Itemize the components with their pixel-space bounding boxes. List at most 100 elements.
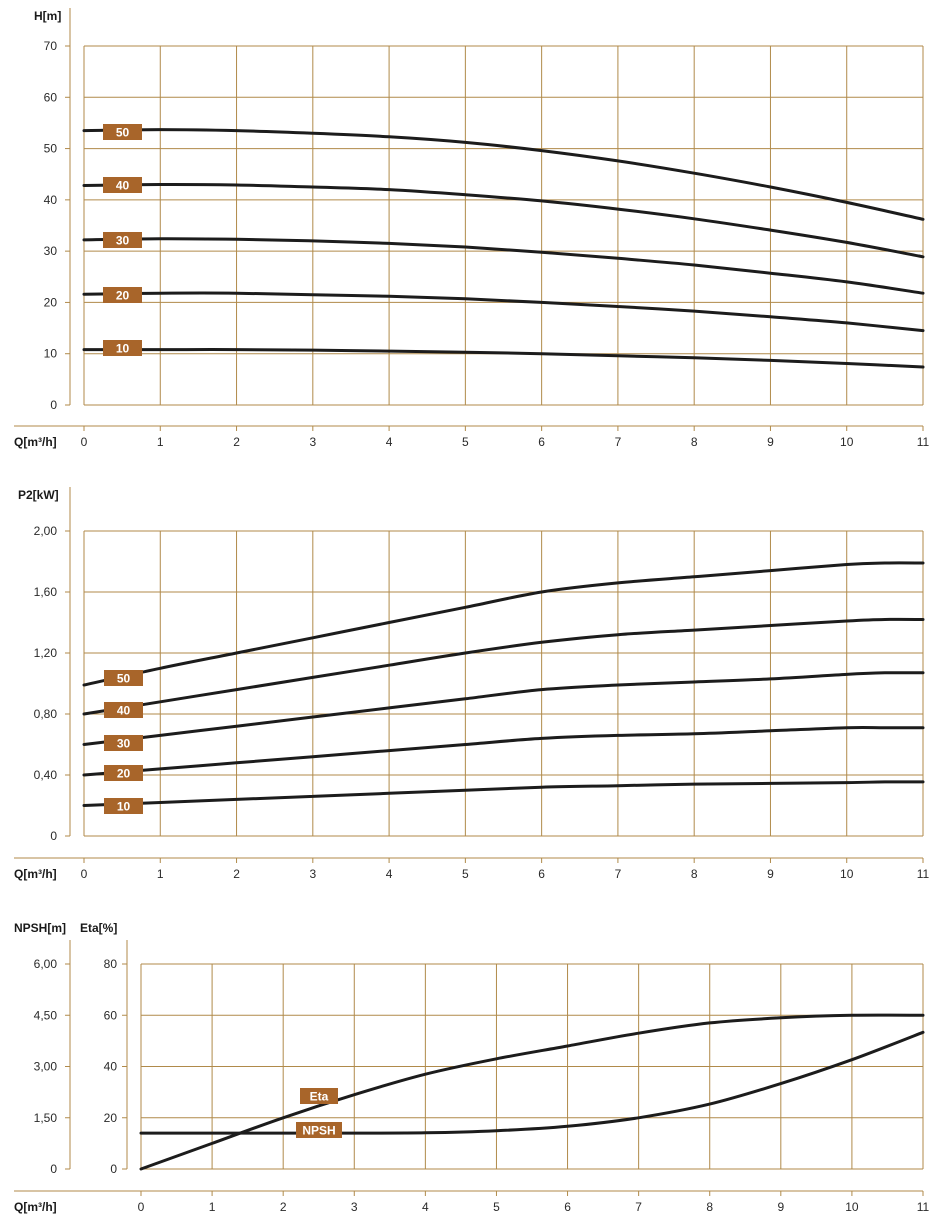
y-tick-label: 40 — [44, 193, 58, 207]
series-line-20 — [82, 725, 925, 777]
series-line-50 — [82, 128, 925, 221]
series-tag-label: NPSH — [302, 1124, 335, 1138]
y-tick-label: 2,00 — [34, 524, 58, 538]
series-line-10 — [82, 780, 925, 807]
series-line-eta — [139, 1013, 925, 1171]
y-tick-label: 1,20 — [34, 646, 58, 660]
y-tick-label: 0,80 — [34, 707, 58, 721]
x-tick-label: 10 — [840, 435, 854, 449]
x-tick-label: 9 — [767, 435, 774, 449]
x-tick-label: 1 — [157, 435, 164, 449]
y-tick-label: 0,40 — [34, 768, 58, 782]
x-tick-label: 11 — [917, 867, 930, 881]
series-line-40 — [82, 182, 925, 259]
series-line-20 — [82, 291, 925, 333]
x-tick-label: 11 — [917, 435, 930, 449]
x-tick-label: 3 — [309, 867, 316, 881]
series-tag-30: 30 — [104, 735, 143, 751]
x-tick-label: 2 — [233, 867, 240, 881]
series-line-10 — [82, 348, 925, 369]
series-tag-label: 10 — [116, 342, 130, 356]
x-tick-label: 9 — [767, 867, 774, 881]
x-tick-label: 8 — [706, 1200, 713, 1214]
series-tag-20: 20 — [103, 287, 142, 303]
series-tag-10: 10 — [103, 340, 142, 356]
x-tick-label: 2 — [233, 435, 240, 449]
series-line-npsh — [139, 1030, 925, 1135]
x-tick-label: 4 — [422, 1200, 429, 1214]
x-tick-label: 4 — [386, 867, 393, 881]
x-tick-label: 6 — [538, 435, 545, 449]
x-axis-title: Q[m³/h] — [14, 867, 57, 881]
y2-tick-label: 0 — [50, 1162, 57, 1176]
y-tick-label: 0 — [110, 1162, 117, 1176]
y2-axis-title: Eta[%] — [80, 921, 117, 935]
y-axis-title: H[m] — [34, 9, 61, 23]
x-axis-title: Q[m³/h] — [14, 1200, 57, 1214]
series-tag-label: 40 — [117, 704, 131, 718]
series-tag-box — [296, 1122, 342, 1138]
series-line-30 — [82, 671, 925, 746]
x-tick-label: 7 — [615, 435, 622, 449]
x-tick-label: 11 — [917, 1200, 930, 1214]
x-tick-label: 3 — [309, 435, 316, 449]
y-tick-label: 0 — [50, 829, 57, 843]
x-tick-label: 0 — [81, 867, 88, 881]
x-tick-label: 10 — [840, 867, 854, 881]
y-tick-label: 20 — [104, 1111, 118, 1125]
y-tick-label: 60 — [104, 1008, 118, 1022]
series-tag-50: 50 — [104, 670, 143, 686]
y-tick-label: 70 — [44, 39, 58, 53]
series-tag-label: 50 — [116, 126, 130, 140]
series-tag-box — [300, 1088, 338, 1104]
x-tick-label: 5 — [493, 1200, 500, 1214]
series-tag-label: 10 — [117, 800, 131, 814]
series-tag-eta: Eta — [300, 1088, 338, 1104]
npsh-efficiency-chart: 0 20 40 60 80 0 1,50 3,00 4,50 6,00 0 1 2 3 4 5 6 7 8 9 10 11… — [14, 921, 930, 1214]
y-tick-label: 30 — [44, 244, 58, 258]
series-tag-box — [103, 124, 142, 140]
x-tick-label: 5 — [462, 867, 469, 881]
y2-tick-label: 1,50 — [34, 1111, 58, 1125]
y2-tick-label: 4,50 — [34, 1008, 58, 1022]
y-axis-title: NPSH[m] — [14, 921, 66, 935]
x-tick-label: 10 — [845, 1200, 859, 1214]
x-tick-label: 2 — [280, 1200, 287, 1214]
head-chart: 0 10 20 30 40 50 60 70 0 1 2 3 4 5 6 7 8 9 10 11 H[m] Q[m³/h]… — [14, 8, 930, 449]
x-tick-label: 8 — [691, 435, 698, 449]
y-tick-label: 60 — [44, 90, 58, 104]
y-tick-label: 10 — [44, 347, 58, 361]
series-tag-label: 30 — [116, 234, 130, 248]
y2-tick-label: 3,00 — [34, 1060, 58, 1074]
x-tick-label: 7 — [635, 1200, 642, 1214]
series-tag-40: 40 — [104, 702, 143, 718]
series-line-40 — [82, 617, 925, 716]
series-tag-label: Eta — [310, 1090, 329, 1104]
power-chart: 0 0,40 0,80 1,20 1,60 2,00 0 1 2 3 4 5 6 7 8 9 10 11 P2[kW… — [14, 487, 930, 881]
series-tag-box — [103, 340, 142, 356]
x-tick-label: 7 — [615, 867, 622, 881]
series-tag-box — [103, 232, 142, 248]
x-tick-label: 0 — [138, 1200, 145, 1214]
series-tag-box — [103, 287, 142, 303]
y-tick-label: 0 — [50, 398, 57, 412]
x-tick-label: 0 — [81, 435, 88, 449]
x-tick-label: 1 — [157, 867, 164, 881]
series-tag-label: 30 — [117, 737, 131, 751]
series-tag-label: 40 — [116, 179, 130, 193]
y-tick-label: 80 — [104, 957, 118, 971]
x-tick-label: 1 — [209, 1200, 216, 1214]
series-tag-box — [104, 702, 143, 718]
series-tag-40: 40 — [103, 177, 142, 193]
y-axis-title: P2[kW] — [18, 488, 59, 502]
series-tag-box — [104, 798, 143, 814]
series-tag-box — [103, 177, 142, 193]
y-tick-label: 1,60 — [34, 585, 58, 599]
x-tick-label: 6 — [538, 867, 545, 881]
series-tag-box — [104, 735, 143, 751]
x-tick-label: 3 — [351, 1200, 358, 1214]
x-tick-label: 8 — [691, 867, 698, 881]
series-tag-10: 10 — [104, 798, 143, 814]
x-tick-label: 9 — [777, 1200, 784, 1214]
series-line-30 — [82, 237, 925, 295]
